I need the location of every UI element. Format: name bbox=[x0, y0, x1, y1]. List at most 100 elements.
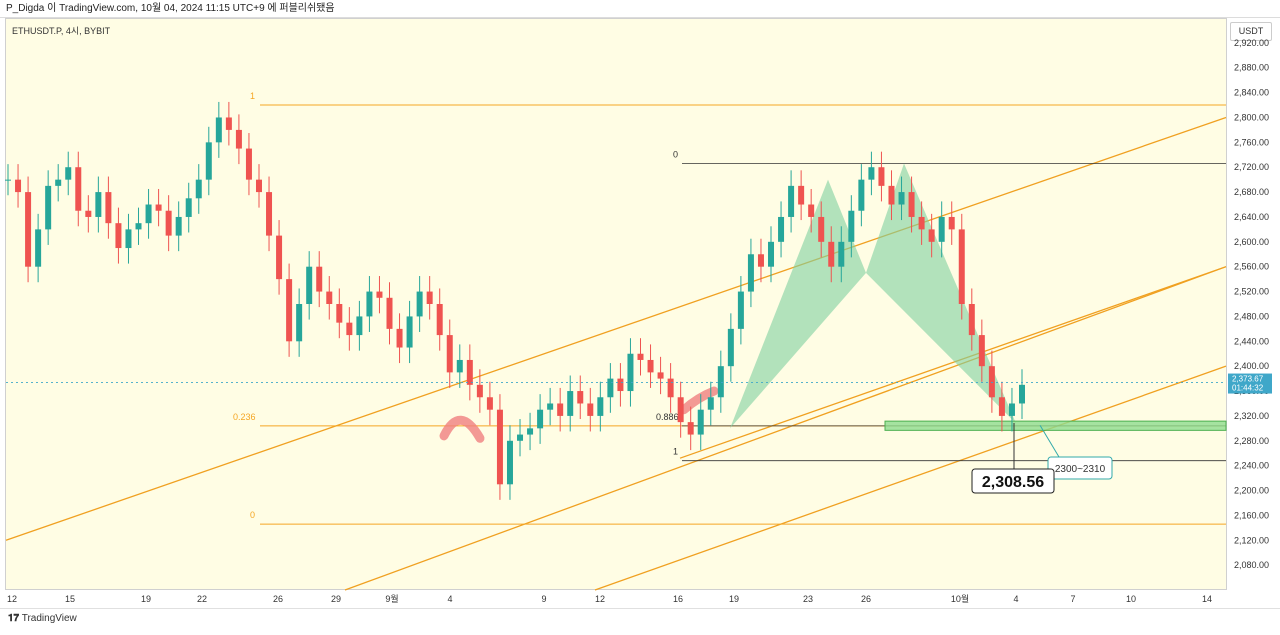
candle-body bbox=[587, 403, 594, 416]
last-price-tag bbox=[1228, 373, 1272, 394]
candle-body bbox=[436, 304, 443, 336]
candle-body bbox=[125, 229, 132, 249]
candle-body bbox=[948, 216, 955, 230]
candle-body bbox=[788, 185, 795, 217]
pattern-bcd bbox=[866, 163, 1016, 424]
candle-body bbox=[557, 403, 564, 416]
candle-body bbox=[597, 397, 604, 416]
candle-body bbox=[145, 204, 152, 224]
candle-body bbox=[135, 223, 142, 230]
x-tick-label: 23 bbox=[803, 594, 813, 604]
candle-body bbox=[55, 179, 62, 186]
candle-body bbox=[818, 216, 825, 242]
price-callout-label: 2,308.56 bbox=[982, 474, 1044, 491]
candle-body bbox=[878, 167, 885, 186]
candle-body bbox=[717, 366, 724, 398]
y-tick-label: 2,560.00 bbox=[1234, 262, 1269, 272]
candle-body bbox=[938, 216, 945, 242]
fib-level-label: 0 bbox=[673, 149, 678, 159]
candle-body bbox=[737, 291, 744, 329]
candle-body bbox=[466, 359, 473, 385]
time-axis[interactable] bbox=[0, 590, 1228, 608]
candle-body bbox=[747, 254, 754, 292]
tradingview-logo: 𝟏𝟕 TradingView bbox=[8, 613, 77, 624]
candle-body bbox=[727, 328, 734, 367]
candle-body bbox=[888, 185, 895, 205]
candle-body bbox=[416, 291, 423, 317]
x-tick-label: 19 bbox=[729, 594, 739, 604]
zone-callout-line bbox=[1039, 424, 1063, 463]
candle-body bbox=[828, 241, 835, 267]
candle-body bbox=[757, 254, 764, 267]
x-tick-label: 16 bbox=[673, 594, 683, 604]
y-tick-label: 2,520.00 bbox=[1234, 287, 1269, 297]
candle-body bbox=[607, 378, 614, 398]
candle-body bbox=[637, 353, 644, 360]
fib-level-label: 1 bbox=[673, 447, 678, 457]
candle-body bbox=[406, 316, 413, 348]
y-tick-label: 2,640.00 bbox=[1234, 212, 1269, 222]
x-tick-label: 4 bbox=[447, 594, 452, 604]
x-tick-label: 12 bbox=[7, 594, 17, 604]
x-tick-label: 14 bbox=[1202, 594, 1212, 604]
candle-body bbox=[346, 322, 353, 336]
candle-body bbox=[306, 266, 313, 304]
candle-body bbox=[376, 291, 383, 298]
candle-body bbox=[446, 335, 453, 373]
candle-body bbox=[677, 397, 684, 423]
candle-body bbox=[175, 216, 182, 236]
candle-body bbox=[255, 179, 262, 193]
candle-body bbox=[848, 210, 855, 242]
channel-lower bbox=[594, 365, 1227, 591]
y-tick-label: 2,600.00 bbox=[1234, 237, 1269, 247]
chart-area[interactable] bbox=[5, 18, 1227, 590]
x-tick-label: 10월 bbox=[951, 593, 969, 604]
footer bbox=[0, 608, 1280, 635]
x-tick-label: 9월 bbox=[385, 593, 398, 604]
candle-body bbox=[968, 304, 975, 336]
candle-body bbox=[235, 129, 242, 149]
x-tick-label: 7 bbox=[1070, 594, 1075, 604]
zone-callout-box bbox=[1047, 456, 1113, 480]
candle-body bbox=[65, 167, 72, 180]
y-tick-label: 2,760.00 bbox=[1234, 137, 1269, 147]
candle-body bbox=[908, 192, 915, 217]
highlight-arc bbox=[679, 386, 719, 415]
candle-body bbox=[195, 179, 202, 199]
x-tick-label: 15 bbox=[65, 594, 75, 604]
fib-level-label: 0 bbox=[250, 510, 255, 520]
y-tick-label: 2,240.00 bbox=[1234, 461, 1269, 471]
publish-info: P_Digda 이 TradingView.com, 10월 04, 2024 … bbox=[6, 3, 335, 14]
candle-body bbox=[958, 229, 965, 304]
x-tick-label: 22 bbox=[197, 594, 207, 604]
x-tick-label: 9 bbox=[541, 594, 546, 604]
candle-body bbox=[768, 241, 775, 267]
x-tick-label: 29 bbox=[331, 594, 341, 604]
candle-body bbox=[1019, 384, 1025, 404]
y-tick-label: 2,720.00 bbox=[1234, 162, 1269, 172]
candle-body bbox=[35, 229, 42, 267]
price-axis[interactable] bbox=[1228, 18, 1280, 590]
candle-body bbox=[386, 297, 393, 329]
candle-body bbox=[426, 291, 433, 304]
currency-unit-button[interactable]: USDT bbox=[1230, 22, 1272, 41]
candle-body bbox=[336, 304, 343, 323]
channel-upper bbox=[5, 116, 1227, 541]
candle-body bbox=[707, 397, 714, 410]
candle-body bbox=[105, 192, 112, 224]
candle-body bbox=[496, 409, 503, 485]
candle-body bbox=[978, 335, 985, 367]
candle-body bbox=[476, 384, 483, 398]
candle-body bbox=[798, 185, 805, 205]
y-tick-label: 2,320.00 bbox=[1234, 411, 1269, 421]
zone-callout-label: 2300~2310 bbox=[1055, 464, 1106, 475]
brand-name: TradingView bbox=[21, 613, 77, 624]
candle-body bbox=[456, 359, 463, 373]
fib-level-label: 0.236 bbox=[233, 412, 256, 422]
fib-level-label: 1 bbox=[250, 91, 255, 101]
candle-body bbox=[988, 366, 995, 398]
x-tick-label: 19 bbox=[141, 594, 151, 604]
candle-body bbox=[266, 192, 273, 236]
candle-body bbox=[276, 235, 283, 280]
